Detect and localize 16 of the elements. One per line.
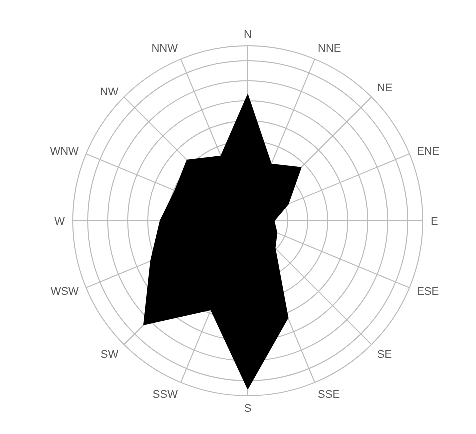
spoke-label: ENE [417, 146, 440, 158]
spoke-label: NE [377, 82, 393, 95]
spoke-label: S [244, 402, 252, 415]
spoke-label: NNW [152, 42, 179, 55]
spoke-label: SSW [152, 388, 179, 401]
spoke-label: W [54, 216, 66, 228]
spoke-label: WSW [50, 286, 80, 298]
spoke-label: SE [377, 349, 392, 362]
spoke-label: NNE [318, 42, 342, 55]
spoke-label: NW [100, 86, 120, 99]
spoke-label: SW [100, 349, 120, 362]
spoke-label: E [431, 216, 438, 228]
spoke-label: N [244, 29, 252, 41]
spoke-label: WNW [50, 146, 80, 158]
spoke-label: SSE [318, 388, 340, 401]
spoke-label: ESE [417, 286, 440, 298]
